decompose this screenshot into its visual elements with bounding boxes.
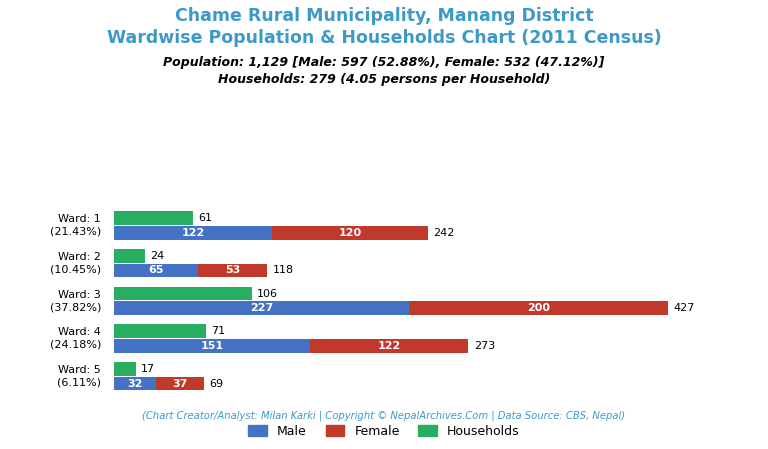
Text: Ward: 1
(21.43%): Ward: 1 (21.43%) <box>50 214 101 237</box>
Text: 427: 427 <box>674 303 695 313</box>
Text: 122: 122 <box>181 228 205 238</box>
Text: Wardwise Population & Households Chart (2011 Census): Wardwise Population & Households Chart (… <box>107 29 661 47</box>
Text: 71: 71 <box>211 326 226 336</box>
Bar <box>156 377 204 391</box>
Bar <box>114 362 136 376</box>
Bar <box>114 264 198 277</box>
Text: 118: 118 <box>273 265 293 275</box>
Text: 61: 61 <box>198 213 213 223</box>
Bar <box>114 249 145 263</box>
Legend: Male, Female, Households: Male, Female, Households <box>243 420 525 443</box>
Bar <box>273 226 429 240</box>
Text: 227: 227 <box>250 303 273 313</box>
Bar <box>114 301 409 315</box>
Text: Ward: 2
(10.45%): Ward: 2 (10.45%) <box>50 252 101 274</box>
Text: 24: 24 <box>151 251 164 261</box>
Text: (Chart Creator/Analyst: Milan Karki | Copyright © NepalArchives.Com | Data Sourc: (Chart Creator/Analyst: Milan Karki | Co… <box>142 411 626 421</box>
Text: 69: 69 <box>209 379 223 388</box>
Text: 120: 120 <box>339 228 362 238</box>
Text: 32: 32 <box>127 379 143 388</box>
Text: 242: 242 <box>433 228 455 238</box>
Text: 151: 151 <box>200 341 223 351</box>
Text: Population: 1,129 [Male: 597 (52.88%), Female: 532 (47.12%)]: Population: 1,129 [Male: 597 (52.88%), F… <box>164 56 604 69</box>
Bar <box>114 324 206 338</box>
Text: 65: 65 <box>148 265 164 275</box>
Bar <box>114 211 194 225</box>
Text: Ward: 3
(37.82%): Ward: 3 (37.82%) <box>50 290 101 312</box>
Text: Ward: 5
(6.11%): Ward: 5 (6.11%) <box>57 365 101 387</box>
Text: Households: 279 (4.05 persons per Household): Households: 279 (4.05 persons per Househ… <box>218 73 550 86</box>
Text: 122: 122 <box>378 341 401 351</box>
Bar <box>409 301 668 315</box>
Text: 273: 273 <box>474 341 495 351</box>
Text: Ward: 4
(24.18%): Ward: 4 (24.18%) <box>50 327 101 350</box>
Bar <box>114 377 156 391</box>
Bar <box>114 339 310 353</box>
Text: Chame Rural Municipality, Manang District: Chame Rural Municipality, Manang Distric… <box>174 7 594 25</box>
Text: 106: 106 <box>257 289 278 299</box>
Bar <box>114 226 273 240</box>
Text: 53: 53 <box>225 265 240 275</box>
Bar <box>114 287 252 300</box>
Text: 37: 37 <box>172 379 187 388</box>
Bar <box>310 339 468 353</box>
Text: 17: 17 <box>141 364 155 374</box>
Text: 200: 200 <box>527 303 550 313</box>
Bar <box>198 264 267 277</box>
